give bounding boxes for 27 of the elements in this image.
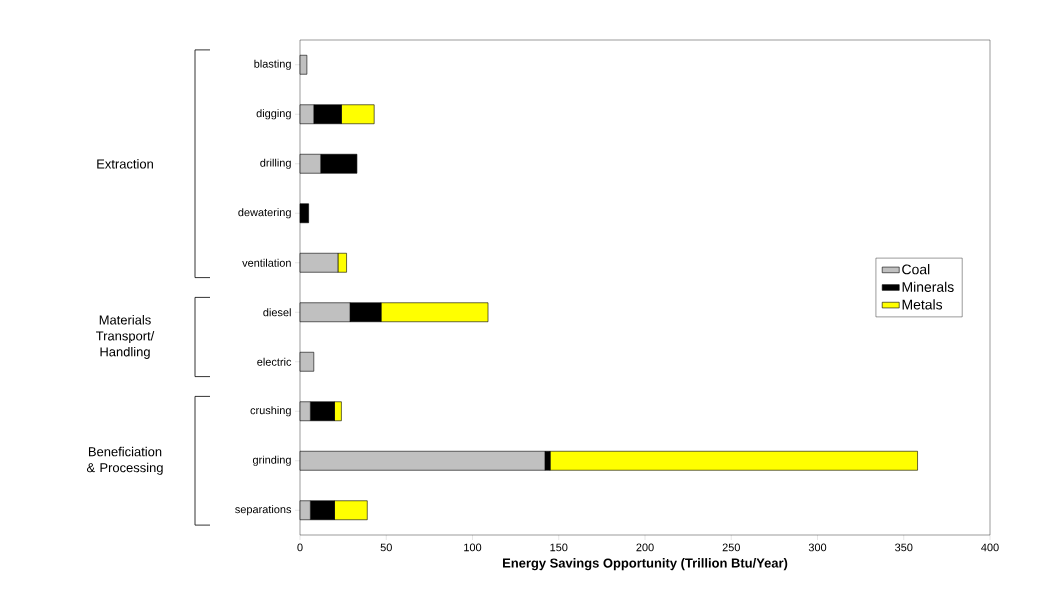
y-tick-label: grinding xyxy=(252,455,291,466)
bar xyxy=(549,450,918,471)
y-tick-label: dewatering xyxy=(238,208,291,219)
x-tick-label: 200 xyxy=(636,543,654,552)
x-tick-label: 50 xyxy=(380,543,392,552)
y-tick-label: electric xyxy=(257,357,292,366)
y-tick-label: diesel xyxy=(263,308,291,317)
x-tick-label: 100 xyxy=(464,543,482,552)
text: Extraction xyxy=(97,159,153,169)
y-tick-label: digging xyxy=(256,109,291,120)
x-tick-label: 250 xyxy=(722,543,740,552)
x-tick-label: 350 xyxy=(895,543,913,552)
y-tick-label: drilling xyxy=(260,158,291,169)
y-tick-label: separations xyxy=(235,505,292,516)
x-tick-label: 300 xyxy=(808,543,827,552)
y-tick-label: ventilation xyxy=(242,258,291,267)
legend-label: Metals xyxy=(902,299,943,310)
x-tick-label: 150 xyxy=(550,543,568,552)
text: Beneficiation & Processing xyxy=(86,446,163,475)
legend-label: Coal xyxy=(902,264,930,275)
y-tick-label: blasting xyxy=(254,59,291,70)
x-tick-label: 400 xyxy=(981,543,999,552)
x-tick-label: 0 xyxy=(297,543,303,552)
legend-label: Minerals xyxy=(902,281,954,292)
x-axis-title: Energy Savings Opportunity (Trillion Btu/Year) xyxy=(503,558,788,571)
y-tick-label: crushing xyxy=(250,406,291,417)
text: Materials Transport/ Handling xyxy=(96,315,155,359)
